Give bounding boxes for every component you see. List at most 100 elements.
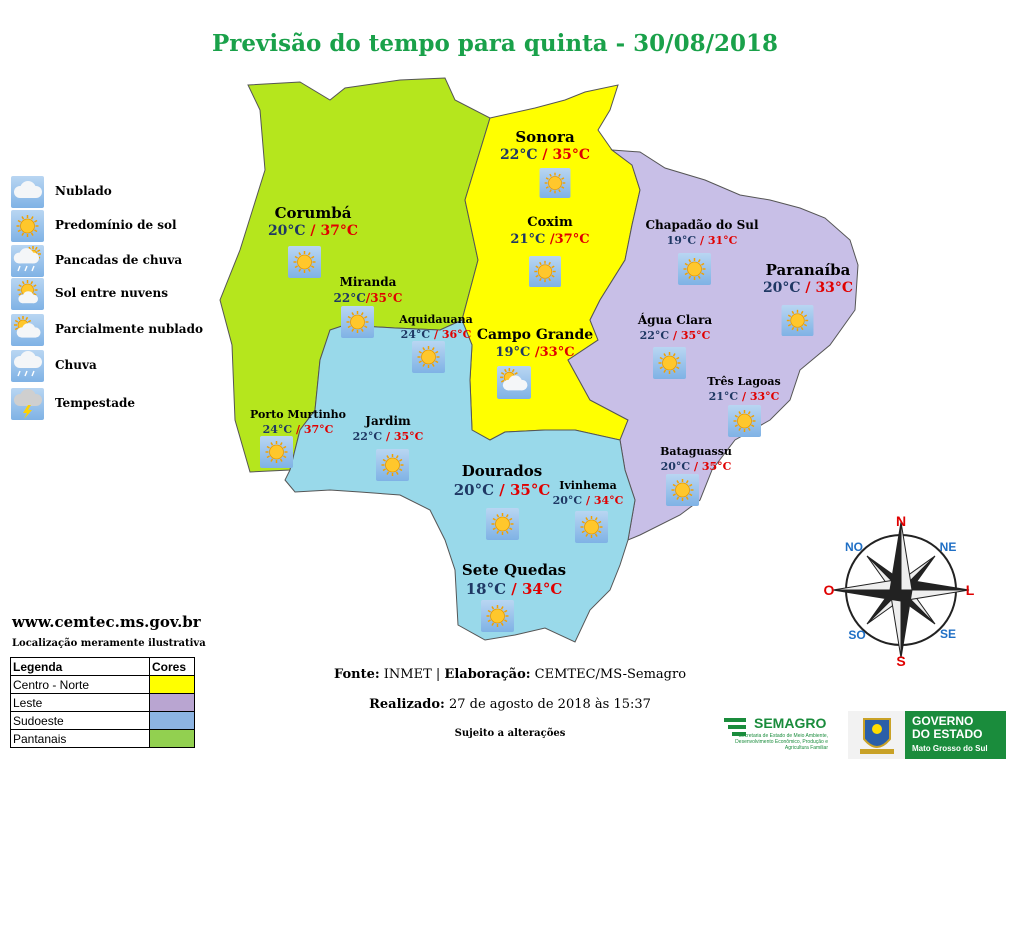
showers-icon — [11, 245, 44, 277]
max-temperature: 34°C — [593, 494, 624, 507]
sun-icon — [260, 436, 293, 468]
gov-line-1: GOVERNO — [912, 714, 974, 728]
city-name: Três Lagoas — [707, 375, 781, 388]
sun-icon — [481, 600, 514, 632]
semagro-name: SEMAGRO — [754, 715, 827, 731]
max-temperature: 36°C — [441, 328, 472, 341]
min-temperature: 22°C — [352, 430, 383, 443]
storm-icon — [11, 388, 44, 420]
legend-header: Legenda — [10, 657, 150, 676]
sun-icon — [412, 341, 445, 373]
region-color-swatch — [149, 693, 195, 712]
city-temperature: 21°C /37°C — [460, 232, 640, 247]
min-temperature: 20°C — [267, 223, 306, 239]
region-name: Sudoeste — [10, 711, 150, 730]
min-temperature: 24°C — [262, 423, 293, 436]
region-sudoeste — [284, 319, 636, 643]
temperature-separator: / — [506, 580, 522, 598]
temperature-separator: / — [669, 329, 681, 342]
city-temperature: 24°C / 37°C — [208, 423, 388, 436]
sun-icon — [11, 210, 44, 242]
max-temperature: 35°C — [701, 460, 732, 473]
min-temperature: 19°C — [495, 345, 531, 360]
source-line: Fonte: INMET | Elaboração: CEMTEC/MS-Sem… — [330, 667, 690, 682]
cloud-icon — [11, 176, 44, 208]
city-name: Aquidauana — [399, 313, 473, 326]
compass-label-s: S — [896, 653, 905, 669]
city-name: Água Clara — [637, 313, 713, 327]
state-coat-of-arms-icon — [860, 718, 894, 754]
temperature-separator: / — [738, 390, 750, 403]
city-name: Coxim — [527, 215, 573, 230]
min-temperature: 20°C — [762, 280, 801, 296]
subject-to-change-note: Sujeito a alterações — [454, 728, 566, 739]
realized-label: Realizado: — [369, 697, 445, 712]
min-temperature: 21°C — [708, 390, 739, 403]
city-name: Corumbá — [274, 204, 352, 222]
min-temperature: 20°C — [660, 460, 691, 473]
min-temperature: 24°C — [400, 328, 431, 341]
region-color-legend: Legenda Cores Centro - Norte Leste Sudoest… — [10, 657, 195, 748]
region-name: Leste — [10, 693, 150, 712]
city-name: Sete Quedas — [461, 561, 567, 579]
gov-line-3: Mato Grosso do Sul — [912, 744, 988, 753]
city-name: Ivinhema — [559, 479, 617, 492]
semagro-logo: SEMAGRO Secretaria de Estado de Meio Amb… — [722, 715, 834, 765]
max-temperature: 35°C — [370, 291, 403, 305]
min-temperature: 20°C — [453, 481, 495, 499]
legend-label: Sol entre nuvens — [55, 286, 168, 300]
region-color-swatch — [149, 729, 195, 748]
min-temperature: 22°C — [333, 291, 366, 305]
temperature-separator: / — [292, 423, 304, 436]
legend-label: Pancadas de chuva — [55, 253, 183, 267]
elaboration-value: CEMTEC/MS-Semagro — [530, 667, 687, 682]
compass-label-l: L — [966, 582, 975, 598]
temperature-separator: / — [537, 147, 553, 163]
city-name: Porto Murtinho — [250, 408, 346, 421]
sun-icon — [678, 253, 711, 285]
temperature-separator: / — [696, 234, 708, 247]
city-name: Paranaíba — [765, 261, 851, 279]
max-temperature: 35°C — [509, 481, 551, 499]
min-temperature: 22°C — [499, 147, 538, 163]
max-temperature: 33°C — [749, 390, 780, 403]
colors-header: Cores — [149, 657, 195, 676]
compass-label-o: O — [824, 582, 835, 598]
legend-label: Chuva — [55, 358, 97, 372]
compass-label-no: NO — [845, 540, 863, 554]
compass-rose: N S L O NE NO SE SO — [824, 513, 975, 669]
partly-cloudy-icon — [496, 366, 532, 399]
realized-line: Realizado: 27 de agosto de 2018 às 15:37 — [330, 697, 690, 712]
legend-label: Tempestade — [55, 396, 136, 410]
gov-line-2: DO ESTADO — [912, 727, 983, 741]
partly-cloudy-icon — [11, 314, 44, 346]
city-temperature: 22°C / 35°C — [455, 147, 635, 163]
semagro-subtitle: Secretaria de Estado de Meio Ambiente, D… — [735, 733, 828, 751]
city-name: Bataguassu — [660, 445, 732, 458]
city-temperature: 20°C / 34°C — [498, 494, 678, 507]
max-temperature: 33°C — [539, 345, 575, 360]
temperature-separator: / — [365, 291, 371, 305]
region-name: Centro - Norte — [10, 675, 150, 694]
city-temperature: 21°C / 33°C — [654, 390, 834, 403]
sun-icon — [539, 168, 571, 198]
page-title: Previsão do tempo para quinta - 30/08/20… — [212, 30, 778, 57]
sun-icon — [728, 405, 761, 437]
sun-icon — [653, 347, 686, 379]
website-link[interactable]: www.cemtec.ms.gov.br — [12, 613, 201, 631]
region-legend-row: Sudoeste — [10, 711, 195, 730]
region-color-swatch — [149, 711, 195, 730]
sun-icon — [288, 246, 321, 278]
max-temperature: 34°C — [521, 580, 563, 598]
city-temperature: 18°C / 34°C — [424, 580, 604, 598]
compass-label-ne: NE — [940, 540, 957, 554]
temperature-separator: / — [545, 232, 555, 247]
max-temperature: 37°C — [554, 232, 590, 247]
city-temperature: 20°C / 33°C — [718, 280, 898, 296]
temperature-separator: / — [800, 280, 816, 296]
sun-icon — [529, 256, 561, 287]
semagro-emblem-icon — [724, 718, 746, 736]
sun-icon — [486, 508, 519, 540]
legend-label: Predomínio de sol — [55, 218, 177, 232]
city-name: Miranda — [339, 275, 397, 289]
